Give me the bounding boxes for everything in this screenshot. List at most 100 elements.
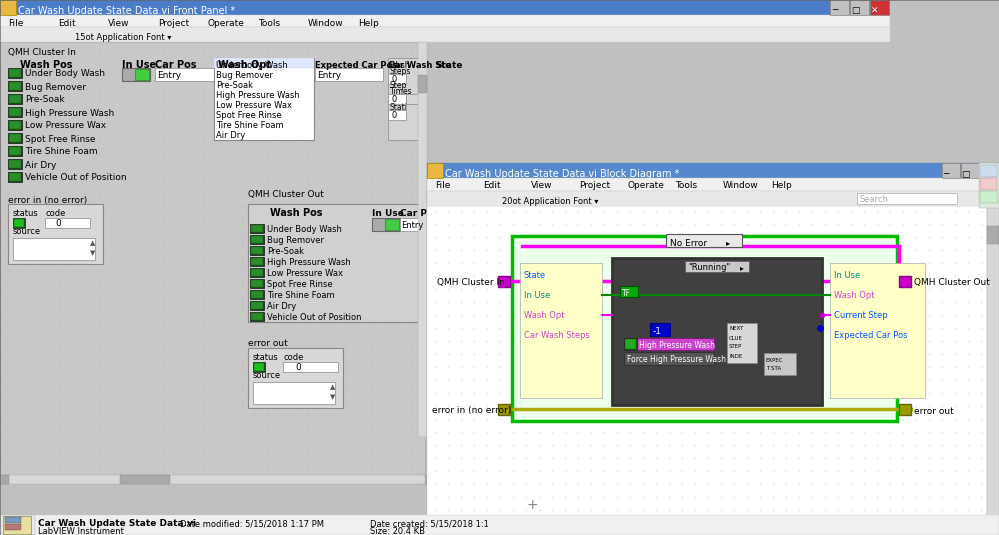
Bar — [251, 269, 263, 276]
Text: Air Dry: Air Dry — [216, 131, 245, 140]
Text: QMH Cluster Out: QMH Cluster Out — [248, 190, 324, 200]
Bar — [251, 247, 263, 254]
Bar — [830, 0, 849, 15]
Bar — [427, 163, 999, 535]
Text: In Use: In Use — [372, 209, 404, 218]
Bar — [122, 68, 150, 81]
Bar — [9, 134, 21, 142]
Text: NEXT: NEXT — [729, 326, 743, 332]
Text: 20ot Application Font ▾: 20ot Application Font ▾ — [502, 196, 598, 205]
Bar — [214, 58, 314, 68]
Bar — [254, 363, 264, 371]
Text: Low Pressure Wax: Low Pressure Wax — [267, 269, 343, 278]
Bar — [9, 160, 21, 168]
Text: □: □ — [851, 6, 859, 16]
Text: error out: error out — [248, 340, 288, 348]
Bar — [8, 133, 22, 143]
Text: Edit: Edit — [58, 19, 76, 27]
Text: Size: 20.4 KB: Size: 20.4 KB — [370, 528, 425, 535]
Bar — [418, 475, 427, 484]
Bar — [620, 286, 638, 297]
Bar — [388, 74, 406, 84]
Bar — [251, 313, 263, 320]
Bar — [830, 263, 925, 398]
Text: STEP: STEP — [729, 345, 742, 349]
Bar — [45, 218, 90, 228]
Bar — [155, 68, 215, 81]
Text: Spot Free Rinse: Spot Free Rinse — [216, 111, 282, 119]
Text: Car Wash Ste: Car Wash Ste — [388, 60, 452, 70]
Text: Edit: Edit — [483, 181, 500, 190]
Bar — [0, 475, 425, 484]
Bar — [9, 173, 21, 181]
Text: CLUE: CLUE — [729, 335, 743, 340]
Text: Vehicle Out of Position: Vehicle Out of Position — [25, 173, 127, 182]
Text: File: File — [8, 19, 23, 27]
Bar — [427, 163, 443, 178]
Text: Spot Free Rinse: Spot Free Rinse — [25, 134, 96, 143]
Bar — [666, 234, 742, 247]
Text: status: status — [13, 209, 39, 218]
Text: Stati: Stati — [390, 103, 408, 112]
Bar — [9, 108, 21, 116]
Text: Car Wash Update State Data.vi Front Panel *: Car Wash Update State Data.vi Front Pane… — [18, 6, 235, 16]
Bar — [979, 163, 999, 208]
Bar — [0, 0, 999, 15]
Text: No Error: No Error — [670, 239, 707, 248]
Text: Tools: Tools — [675, 181, 697, 190]
Bar — [9, 147, 21, 155]
Bar — [857, 193, 957, 204]
Text: Wash: Wash — [390, 62, 411, 71]
Bar — [0, 15, 890, 27]
Text: Entry: Entry — [157, 72, 181, 80]
Bar — [3, 516, 31, 534]
Text: Pre-Soak: Pre-Soak — [25, 96, 65, 104]
Text: QMH Cluster In: QMH Cluster In — [8, 48, 76, 57]
Text: Step: Step — [390, 81, 408, 90]
Bar — [980, 165, 997, 177]
Bar — [520, 263, 602, 398]
Bar — [727, 323, 757, 363]
Text: Tools: Tools — [258, 19, 280, 27]
Bar — [13, 238, 95, 260]
Text: INDE: INDE — [729, 354, 742, 358]
Bar — [427, 523, 987, 535]
Bar — [677, 523, 747, 535]
Bar — [251, 291, 263, 298]
Text: View: View — [108, 19, 130, 27]
Bar — [5, 524, 21, 530]
Bar — [9, 95, 21, 103]
Bar — [120, 475, 170, 484]
Bar — [372, 218, 400, 231]
Text: View: View — [531, 181, 552, 190]
Bar — [899, 276, 911, 287]
Bar — [650, 323, 670, 336]
Text: In Use: In Use — [122, 60, 156, 70]
Text: In Use: In Use — [834, 271, 860, 279]
Text: QMH Cluster In: QMH Cluster In — [437, 279, 504, 287]
Bar — [253, 362, 265, 372]
Text: Air Dry: Air Dry — [267, 302, 297, 311]
Bar — [250, 246, 264, 255]
Bar — [406, 94, 425, 104]
Text: TF: TF — [622, 288, 631, 297]
Text: Car Pos: Car Pos — [155, 60, 197, 70]
Text: Car Wash Update State Data.vi: Car Wash Update State Data.vi — [38, 519, 196, 529]
Bar — [315, 68, 383, 81]
Text: Search: Search — [859, 195, 888, 204]
Bar — [8, 107, 22, 117]
Text: -1: -1 — [653, 326, 662, 335]
Bar — [961, 163, 979, 178]
Bar — [8, 204, 103, 264]
Text: code: code — [283, 353, 304, 362]
Bar — [250, 290, 264, 299]
Text: ✓: ✓ — [254, 363, 262, 373]
Text: 0: 0 — [391, 96, 397, 104]
Bar — [427, 191, 999, 206]
Text: ▲: ▲ — [330, 384, 336, 390]
Text: 0: 0 — [295, 363, 301, 372]
Bar — [850, 0, 869, 15]
Bar — [685, 261, 749, 272]
Text: 0: 0 — [391, 75, 397, 85]
Text: Underbody Wash: Underbody Wash — [216, 60, 288, 70]
